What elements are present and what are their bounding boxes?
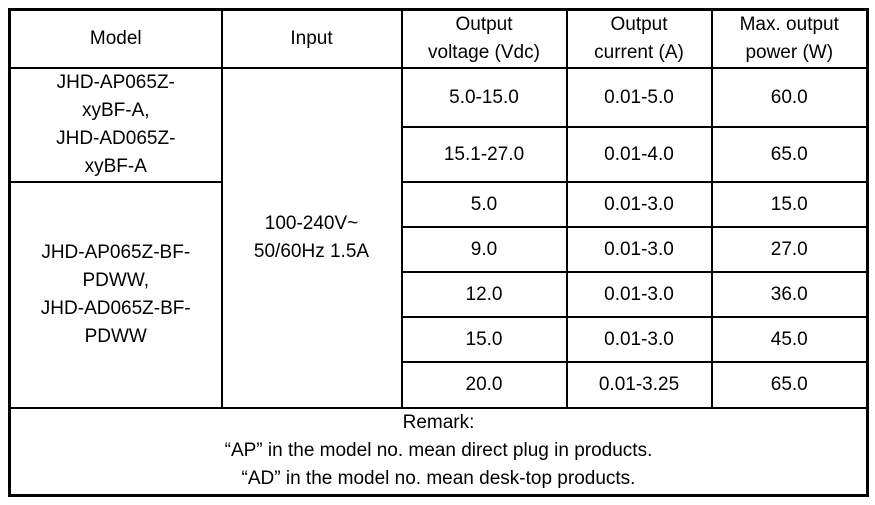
model-group-2: JHD-AP065Z-BF- PDWW, JHD-AD065Z-BF- PDWW [8, 181, 223, 409]
col-header-output-current: Output current (A) [565, 8, 713, 69]
power-cell: 36.0 [710, 271, 869, 318]
voltage-cell: 15.0 [400, 316, 568, 363]
voltage-cell: 15.1-27.0 [400, 126, 568, 183]
remark-line: “AD” in the model no. mean desk-top prod… [241, 468, 636, 490]
input-cell: 100-240V~ 50/60Hz 1.5A [220, 67, 403, 409]
table-row: JHD-AP065Z- xyBF-A, JHD-AD065Z- xyBF-A 1… [8, 67, 869, 409]
col-header-input: Input [220, 8, 403, 69]
voltage-cell: 5.0-15.0 [400, 67, 568, 128]
power-spec-table: Model Input Output voltage (Vdc) Output … [8, 8, 869, 497]
power-cell: 45.0 [710, 316, 869, 363]
table-row: 15.1-27.0 0.01-4.0 65.0 [10, 126, 869, 183]
table-row: JHD-AP065Z-BF- PDWW, JHD-AD065Z-BF- PDWW… [8, 181, 869, 409]
model-group-1: JHD-AP065Z- xyBF-A, JHD-AD065Z- xyBF-A [8, 67, 223, 183]
power-cell: 15.0 [710, 181, 869, 228]
remark-row: Remark: “AP” in the model no. mean direc… [8, 407, 869, 496]
current-cell: 0.01-3.25 [565, 361, 713, 409]
current-cell: 0.01-3.0 [565, 181, 713, 228]
voltage-cell: 12.0 [400, 271, 568, 318]
remark-title: Remark: [402, 412, 475, 434]
col-header-model: Model [8, 8, 223, 69]
voltage-cell: 9.0 [400, 226, 568, 273]
power-cell: 65.0 [710, 361, 869, 409]
power-cell: 60.0 [710, 67, 869, 128]
table-header-row: Model Input Output voltage (Vdc) Output … [8, 8, 869, 69]
col-header-max-power: Max. output power (W) [710, 8, 869, 69]
remark-line: “AP” in the model no. mean direct plug i… [224, 440, 653, 462]
current-cell: 0.01-3.0 [565, 226, 713, 273]
current-cell: 0.01-5.0 [565, 67, 713, 128]
voltage-cell: 5.0 [400, 181, 568, 228]
table-row: 20.0 0.01-3.25 65.0 [10, 361, 869, 409]
current-cell: 0.01-4.0 [565, 126, 713, 183]
col-header-output-voltage: Output voltage (Vdc) [400, 8, 568, 69]
table-row: 9.0 0.01-3.0 27.0 [10, 226, 869, 273]
current-cell: 0.01-3.0 [565, 316, 713, 363]
remark-cell: Remark: “AP” in the model no. mean direc… [8, 407, 869, 496]
current-cell: 0.01-3.0 [565, 271, 713, 318]
table-row: 15.0 0.01-3.0 45.0 [10, 316, 869, 363]
power-cell: 65.0 [710, 126, 869, 183]
power-cell: 27.0 [710, 226, 869, 273]
table-row: 12.0 0.01-3.0 36.0 [10, 271, 869, 318]
voltage-cell: 20.0 [400, 361, 568, 409]
